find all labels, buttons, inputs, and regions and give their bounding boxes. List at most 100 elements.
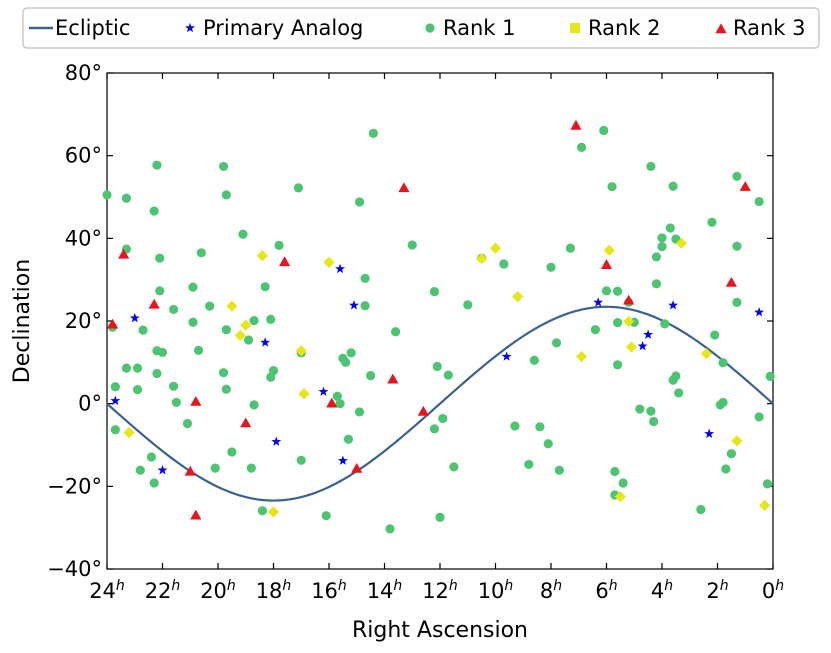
rank3-point xyxy=(417,405,429,416)
plot-frame xyxy=(106,72,774,570)
primary-analog-point xyxy=(637,341,648,351)
rank3-point xyxy=(600,259,613,269)
rank1-point xyxy=(657,233,667,243)
rank1-point xyxy=(366,370,376,381)
x-tick-label: 22h xyxy=(145,578,181,603)
rank1-point xyxy=(274,240,284,250)
primary-analog-point xyxy=(157,465,168,475)
rank1-point xyxy=(732,241,742,251)
rank1-point xyxy=(146,452,156,462)
rank1-point xyxy=(674,388,684,398)
rank1-point xyxy=(449,462,459,472)
rank1-point xyxy=(221,384,231,394)
rank3-point xyxy=(190,396,202,406)
rank1-point xyxy=(565,243,576,253)
rank1-point xyxy=(599,125,609,136)
rank2-point xyxy=(323,256,335,268)
rank1-point xyxy=(524,459,534,470)
rank1-point xyxy=(221,325,231,335)
rank3-point xyxy=(184,465,196,476)
y-tick-label: −40° xyxy=(47,557,102,581)
primary-analog-point xyxy=(318,386,329,396)
rank1-point xyxy=(171,397,181,408)
rank2-point xyxy=(731,435,743,447)
rank2-point xyxy=(675,237,688,249)
rank1-point xyxy=(646,406,656,416)
rank1-point xyxy=(385,524,395,534)
rank1-point xyxy=(249,400,259,410)
primary-analog-point xyxy=(271,436,282,446)
rank1-point xyxy=(155,286,165,296)
y-tick-label: 20° xyxy=(65,309,102,333)
x-tick-label: 6h xyxy=(595,578,617,603)
rank1-point xyxy=(266,314,276,324)
rank1-point xyxy=(188,317,198,327)
rank1-point xyxy=(218,368,229,378)
rank1-point xyxy=(169,381,179,391)
rank1-point xyxy=(227,447,237,457)
rank1-point xyxy=(221,190,231,200)
rank1-point xyxy=(110,382,120,392)
primary-analog-point xyxy=(349,300,359,310)
legend-rank1-marker xyxy=(425,23,435,33)
rank1-point xyxy=(668,181,678,191)
rank1-point xyxy=(707,217,717,227)
rank1-point xyxy=(332,391,342,401)
y-tick-label: 60° xyxy=(65,144,102,168)
rank1-point xyxy=(635,404,645,414)
primary-analog-point xyxy=(260,337,271,347)
rank3-point xyxy=(725,276,737,287)
legend-rank1-swatch xyxy=(425,23,435,33)
rank1-point xyxy=(257,506,267,516)
rank1-point xyxy=(135,465,145,475)
x-axis-title: Right Ascension xyxy=(352,618,528,643)
rank1-point xyxy=(443,370,453,380)
legend-rank2-label: Rank 2 xyxy=(588,16,661,40)
rank2-point xyxy=(298,388,310,400)
x-tick-label: 8h xyxy=(540,578,562,603)
rank1-point xyxy=(657,242,667,252)
rank1-point xyxy=(613,360,623,370)
rank1-point xyxy=(510,421,520,431)
rank1-point xyxy=(726,449,736,459)
rank1-point xyxy=(718,397,728,408)
rank1-point xyxy=(249,315,259,326)
rank3-point xyxy=(190,509,202,520)
rank1-point xyxy=(157,347,168,358)
rank1-point xyxy=(610,466,620,477)
x-tick-label: 20h xyxy=(200,578,236,603)
rank2-point xyxy=(226,300,238,312)
y-tick-label: 40° xyxy=(65,226,102,250)
rank1-point xyxy=(391,327,401,337)
rank3-point xyxy=(106,318,119,329)
marker-series xyxy=(102,119,775,534)
rank2-point xyxy=(489,242,502,254)
rank1-point xyxy=(499,259,509,269)
rank3-point xyxy=(148,298,160,309)
rank1-point xyxy=(618,478,628,488)
rank1-point xyxy=(155,253,165,263)
x-tick-label: 12h xyxy=(422,578,458,603)
x-tick-label: 16h xyxy=(311,578,347,603)
legend-frame xyxy=(22,7,820,49)
rank3-point xyxy=(623,294,635,305)
legend-ecliptic-label: Ecliptic xyxy=(55,16,130,40)
rank1-point xyxy=(205,301,215,311)
rank1-point xyxy=(152,368,162,379)
rank1-point xyxy=(218,161,229,172)
rank1-point xyxy=(149,206,159,216)
primary-analog-point xyxy=(643,329,654,339)
rank1-point xyxy=(238,229,248,239)
rank3-point xyxy=(118,248,130,259)
rank2-point xyxy=(575,350,588,363)
rank1-point xyxy=(149,478,159,488)
rank1-point xyxy=(665,223,675,233)
legend-primary-marker xyxy=(185,22,195,33)
rank1-point xyxy=(646,161,656,172)
x-tick-label: 0h xyxy=(762,578,784,603)
rank1-point xyxy=(354,407,365,417)
x-tick-label: 4h xyxy=(651,578,673,603)
y-tick-label: −20° xyxy=(47,474,102,498)
rank2-point xyxy=(240,319,252,331)
